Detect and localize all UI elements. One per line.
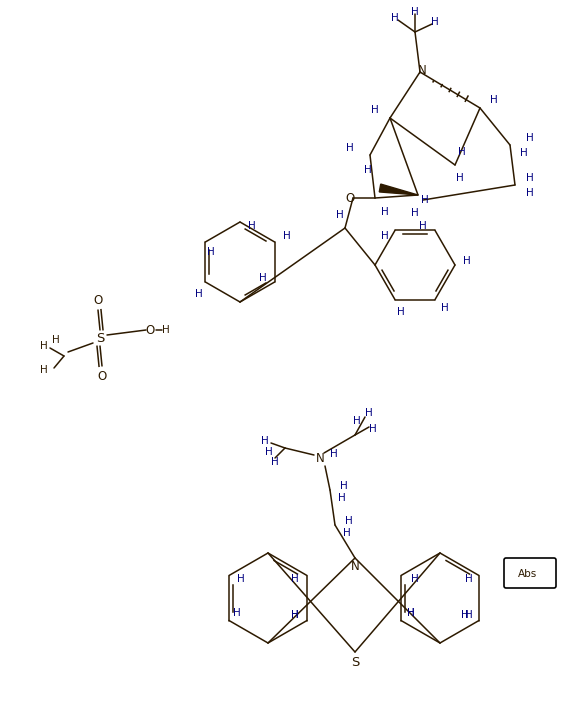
Text: H: H [343,528,351,538]
Text: H: H [336,210,344,220]
Text: H: H [340,481,348,491]
Text: N: N [350,559,359,573]
Text: H: H [490,95,498,105]
Text: H: H [291,609,299,619]
Text: O: O [97,370,106,382]
Text: H: H [195,289,203,299]
Text: O: O [345,192,355,204]
Text: H: H [465,609,473,619]
Text: H: H [237,575,245,585]
Text: H: H [283,231,290,241]
Text: H: H [291,575,299,585]
Text: H: H [365,408,373,418]
Text: H: H [248,221,256,231]
Text: H: H [391,13,399,23]
Text: H: H [40,365,48,375]
Text: H: H [456,173,464,183]
Polygon shape [379,184,418,195]
Text: S: S [96,332,104,344]
Text: H: H [526,188,534,198]
Text: S: S [351,655,359,669]
Text: H: H [419,221,427,231]
Text: H: H [407,607,415,617]
Text: N: N [316,452,324,464]
Text: H: H [411,575,419,585]
Text: H: H [208,247,215,257]
Text: N: N [418,64,426,78]
Text: H: H [330,449,338,459]
Text: H: H [458,147,466,157]
Text: H: H [346,143,354,153]
Text: H: H [291,609,299,619]
Text: H: H [465,575,473,585]
Text: H: H [52,335,60,345]
Text: H: H [431,17,439,27]
Text: H: H [338,493,346,503]
Text: H: H [526,173,534,183]
Text: H: H [353,416,361,426]
Text: H: H [441,303,449,312]
Text: H: H [371,105,379,115]
Text: H: H [233,607,241,617]
Text: H: H [345,516,353,526]
Text: H: H [364,165,372,175]
Text: H: H [461,609,469,619]
Text: H: H [162,325,170,335]
FancyBboxPatch shape [504,558,556,588]
Text: H: H [407,607,415,617]
Text: H: H [369,424,377,434]
Text: H: H [411,208,419,218]
Text: H: H [40,341,48,351]
Text: H: H [411,7,419,17]
Text: H: H [397,307,405,317]
Text: O: O [145,324,155,337]
Text: H: H [463,256,471,266]
Text: Abs: Abs [518,569,538,579]
Text: H: H [520,148,528,158]
Text: H: H [381,207,389,217]
Text: H: H [259,273,267,283]
Text: O: O [93,293,102,307]
Text: H: H [265,447,273,457]
Text: H: H [261,436,269,446]
Text: H: H [271,457,279,467]
Text: H: H [526,133,534,143]
Text: H: H [381,231,389,241]
Text: H: H [421,195,429,205]
